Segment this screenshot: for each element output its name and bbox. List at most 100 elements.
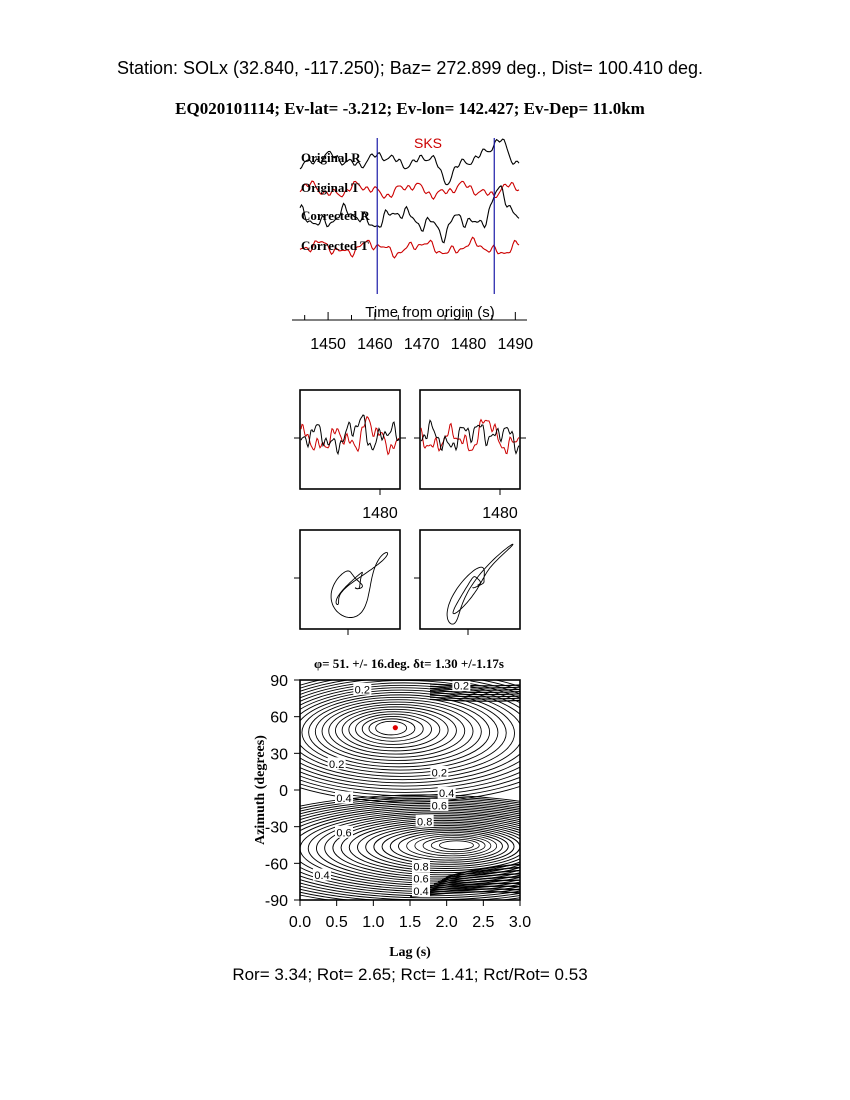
contour-label-bg [430,798,449,811]
contour-label-bg [430,765,449,778]
contour-line [429,690,520,693]
contour-label-bg [335,791,353,804]
seismogram-panel: Original R Original T Corrected R Corrected… [292,135,533,353]
azimuth-tick-label: 0 [279,783,288,800]
contour-label: 0.6 [413,874,428,886]
contour-line [300,680,520,793]
contour-label-bg [313,868,331,881]
contour-line [441,866,520,881]
contour-label-bg [437,786,456,799]
contour-label-bg [412,860,430,872]
contour-line [340,819,520,876]
contour-label: 0.4 [439,788,454,800]
azimuth-tick-label: -60 [265,856,288,873]
trace-label: Corrected R [301,208,370,223]
azimuth-tick-label: 90 [270,673,288,690]
overlay-frame-after [419,389,521,490]
seismogram-trace [299,138,520,186]
contour-title: φ= 51. +/- 16.deg. δt= 1.30 +/-1.17s [314,656,504,671]
trace-label: Original R [301,150,361,165]
lag-tick-label: 1.5 [399,914,421,931]
event-header: EQ020101114; Ev-lat= -3.212; Ev-lon= 142… [175,99,645,118]
particle-motion-path [330,552,389,618]
contour-line [321,701,474,761]
contour-label: 0.2 [355,684,370,696]
lag-tick-label: 2.5 [472,914,494,931]
contour-line [433,873,520,885]
contour-line [308,696,491,768]
overlay-tick-label: 1480 [362,505,398,522]
contour-line [422,836,486,855]
azimuth-tick-label: 60 [270,710,288,727]
overlay-trace-red [300,415,400,456]
contour-line [368,718,416,739]
contour-line [332,818,520,878]
contour-line [421,882,520,892]
contour-label-bg [353,682,372,695]
overlay-tick-label: 1480 [482,505,518,522]
contour-label: 0.2 [432,767,447,779]
contour-line [334,706,457,755]
contour-line [375,720,408,736]
azimuth-tick-label: -30 [265,820,288,837]
contour-line [381,828,515,865]
contour-line [301,694,499,771]
lag-tick-label: 2.0 [436,914,458,931]
energy-contour-panel: 0.2 0.20.20.20.4 0.40.60.80.60.80.60.40.40… [253,656,531,960]
contour-label-bg [412,884,430,897]
contour-line [439,840,474,850]
time-tick-label: 1490 [498,336,534,353]
contour-line [445,863,520,878]
contour-lines: 0.2 0.20.20.20.4 0.40.60.80.60.80.60.40.4 [300,680,520,900]
contour-line [365,825,520,869]
overlay-trace-black [300,414,400,456]
contour-line [429,876,520,887]
best-fit-point [392,725,398,731]
contour-line [300,797,520,900]
lag-tick-label: 0.5 [326,914,348,931]
seismogram-trace [299,236,520,259]
contour-label-bg [412,872,430,885]
contour-label: 0.4 [413,886,428,898]
contour-line [355,713,432,745]
contour-label-bg [327,757,346,770]
contour-line [357,823,520,872]
contour-line [429,692,520,696]
time-tick-label: 1460 [357,336,393,353]
contour-line [429,685,520,689]
station-header: Station: SOLx (32.840, -117.250); Baz= 2… [116,58,704,78]
overlay-trace-red [420,418,520,455]
contour-label-bg [335,825,353,838]
contour-line [300,687,520,781]
contour-line [406,833,498,859]
trace-label: Original T [301,180,360,195]
contour-label: 0.6 [432,800,447,812]
contour-line [300,682,520,787]
contour-line [300,801,520,899]
overlay-frame-before [299,389,401,490]
contour-line [429,698,520,702]
contour-line [341,708,449,752]
contour-label: 0.2 [454,681,469,693]
contour-line [429,694,520,698]
contour-line [425,879,520,889]
lag-axis-label: Lag (s) [389,945,431,960]
contour-label: 0.4 [314,870,329,882]
contour-line [429,687,520,691]
particle-motion-frame-after [419,529,521,630]
contour-label-bg [452,680,471,692]
contour-label: 0.8 [413,862,428,874]
lag-tick-label: 1.0 [362,914,384,931]
contour-line [348,711,441,749]
seismogram-trace [299,184,520,244]
contour-line [300,802,520,897]
contour-label: 0.4 [336,793,351,805]
contour-line [324,816,520,880]
contour-line [397,831,503,861]
particle-motion-path [446,543,514,625]
stats-footer: Ror= 3.34; Rot= 2.65; Rct= 1.41; Rct/Rot… [232,965,588,984]
contour-line [300,689,515,777]
particle-motion-panels [294,529,521,635]
